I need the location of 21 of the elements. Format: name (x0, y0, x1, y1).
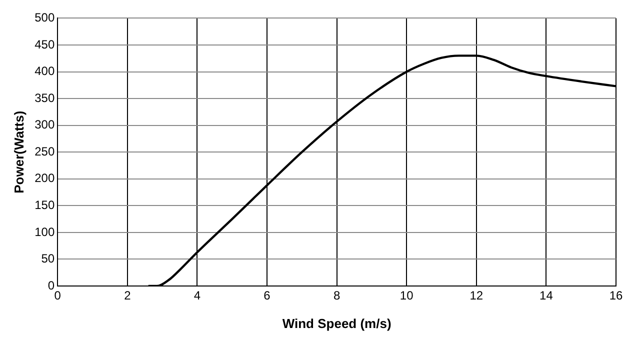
y-tick-label: 50 (41, 252, 55, 266)
y-tick-label: 400 (34, 64, 55, 78)
x-tick-label: 6 (264, 288, 271, 303)
y-tick-label: 300 (34, 118, 55, 132)
x-tick-label: 4 (194, 288, 201, 303)
x-tick-label: 8 (333, 288, 340, 303)
y-tick-label: 200 (34, 171, 55, 186)
x-tick-label: 12 (470, 288, 484, 303)
x-tick-label: 10 (400, 288, 414, 303)
y-tick-label: 450 (34, 37, 55, 52)
y-tick-label: 150 (34, 198, 55, 212)
y-tick-label: 0 (48, 278, 55, 292)
x-tick-label: 16 (609, 288, 623, 303)
y-tick-label: 250 (34, 144, 55, 158)
x-tick-label: 2 (124, 288, 132, 303)
y-tick-label: 500 (34, 10, 55, 25)
y-tick-label: 100 (34, 224, 55, 239)
x-tick-label: 14 (540, 288, 554, 303)
x-axis-title: Wind Speed (m/s) (282, 316, 392, 331)
y-tick-label: 350 (34, 90, 55, 105)
y-axis-title: Power(Watts) (11, 110, 26, 194)
